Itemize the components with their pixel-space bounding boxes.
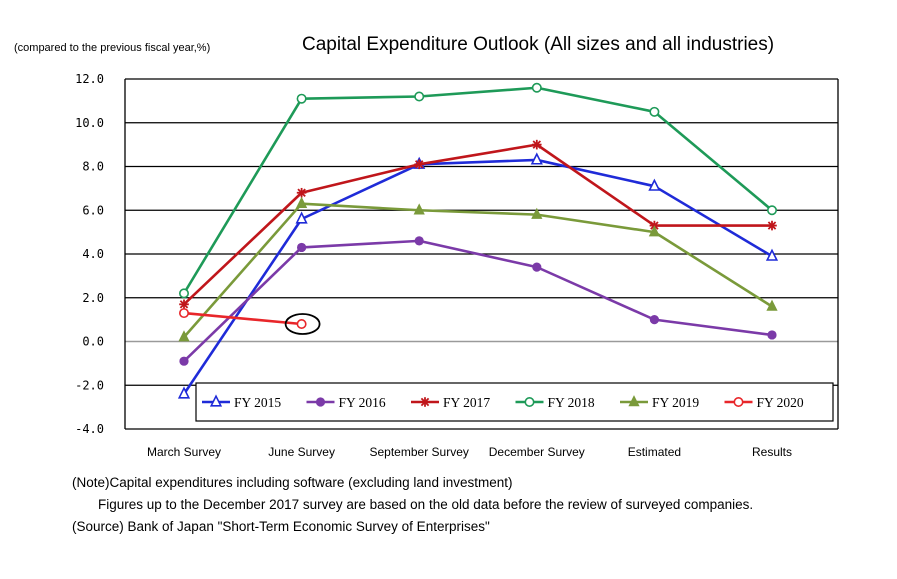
source-line: (Source) Bank of Japan "Short-Term Econo… (72, 519, 490, 534)
series-fy-2015 (177, 152, 779, 399)
series-line (182, 158, 773, 395)
data-point (628, 395, 640, 407)
y-tick-label: 10.0 (75, 116, 104, 130)
data-point (414, 91, 425, 102)
data-point (295, 196, 308, 208)
legend-item: FY 2017 (411, 395, 490, 410)
legend-label: FY 2018 (548, 395, 595, 410)
data-point (413, 203, 425, 215)
legend-label: FY 2019 (652, 395, 699, 410)
series-fy-2020 (179, 308, 307, 329)
series-line (183, 239, 773, 363)
data-point (532, 139, 542, 150)
legend-item: FY 2015 (202, 394, 281, 410)
data-point (315, 397, 326, 407)
data-point (177, 386, 191, 399)
y-tick-label: 0.0 (82, 335, 104, 349)
data-point (414, 236, 424, 246)
y-tick-label: 8.0 (82, 160, 104, 174)
data-point (179, 288, 190, 299)
series-fy-2018 (179, 82, 777, 299)
data-point (420, 397, 430, 407)
y-axis-unit-label: (compared to the previous fiscal year,%) (14, 42, 211, 54)
legend-label: FY 2016 (339, 395, 386, 410)
legend-item: FY 2016 (306, 395, 386, 410)
data-point (648, 178, 661, 191)
data-point (531, 82, 542, 93)
legend-label: FY 2015 (234, 395, 281, 410)
axes: 12.0 10.0 8.0 6.0 4.0 2.0 0.0 -2.0 -4.0 March Sur… (75, 72, 839, 459)
data-point (296, 93, 307, 104)
data-point (524, 396, 535, 407)
x-tick-label: March Survey (147, 445, 221, 459)
data-point (178, 330, 190, 342)
data-point (766, 299, 778, 311)
data-point (531, 207, 543, 219)
series-fy-2019 (178, 196, 778, 342)
data-point (296, 318, 307, 329)
data-point (648, 225, 661, 237)
notes-block: (Note)Capital expenditures including sof… (72, 472, 753, 538)
y-tick-label: -2.0 (75, 378, 104, 392)
data-point (179, 356, 189, 366)
annotation-ellipse (284, 313, 321, 335)
y-tick-label: 6.0 (82, 203, 104, 217)
series-line (183, 311, 302, 326)
legend-item: FY 2020 (724, 395, 804, 410)
x-tick-label: Estimated (628, 445, 681, 459)
data-point (532, 262, 542, 272)
data-point (767, 220, 777, 231)
data-point (296, 187, 307, 198)
x-tick-label: September Survey (370, 445, 469, 459)
data-point (767, 330, 777, 340)
data-point (530, 152, 543, 165)
series-line (183, 202, 773, 338)
y-tick-label: -4.0 (75, 422, 104, 436)
y-tick-label: 4.0 (82, 247, 104, 261)
data-point (179, 299, 189, 310)
data-point (766, 205, 777, 216)
note-line: (Note)Capital expenditures including sof… (72, 475, 513, 490)
legend-item: FY 2018 (515, 395, 595, 410)
y-tick-label: 12.0 (75, 72, 104, 86)
series-fy-2016 (179, 236, 777, 366)
y-tick-label: 2.0 (82, 291, 104, 305)
series-fy-2017 (179, 139, 777, 310)
data-point (295, 211, 308, 224)
x-tick-label: December Survey (489, 445, 585, 459)
data-point (733, 396, 744, 407)
legend-item: FY 2019 (620, 395, 699, 410)
data-point (179, 308, 190, 319)
series-line (182, 86, 773, 295)
data-point (765, 248, 779, 261)
data-point (649, 106, 660, 117)
x-tick-label: June Survey (268, 445, 335, 459)
series-lines (177, 82, 779, 399)
data-point (649, 315, 660, 325)
data-point (297, 242, 307, 253)
legend-label: FY 2017 (443, 395, 490, 410)
series-line (183, 143, 772, 306)
annotations (284, 313, 321, 335)
data-point (414, 159, 424, 170)
legend-label: FY 2020 (757, 395, 804, 410)
chart-title: Capital Expenditure Outlook (All sizes a… (302, 34, 775, 55)
x-tick-label: Results (752, 445, 792, 459)
legend: FY 2015 FY 2016 FY 2017 FY 2018 FY 2019 FY 20… (195, 382, 834, 422)
note-line-2: Figures up to the December 2017 survey a… (98, 497, 754, 512)
data-point (209, 394, 223, 407)
